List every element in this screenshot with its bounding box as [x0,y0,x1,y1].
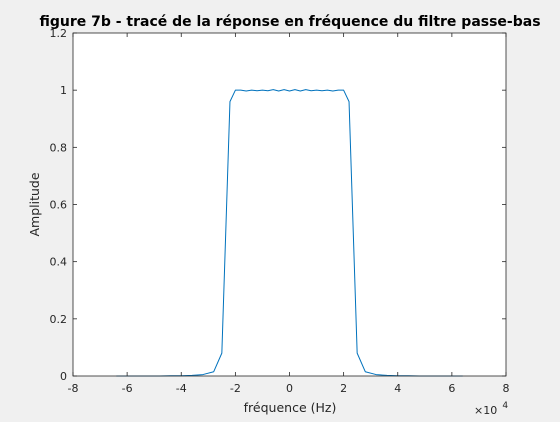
x-tick-label: 4 [394,382,401,395]
y-tick-label: 0.8 [50,141,68,154]
x-tick-label: 6 [448,382,455,395]
x-tick-label: 0 [286,382,293,395]
y-axis-label: Amplitude [27,172,42,236]
x-axis-exponent-base: ×10 [474,404,497,417]
x-tick-label: -8 [68,382,79,395]
y-tick-label: 0 [60,370,67,383]
y-tick-label: 0.4 [50,256,68,269]
x-tick-label: -2 [230,382,241,395]
y-tick-label: 1.2 [50,27,68,40]
x-tick-label: -6 [122,382,133,395]
x-axis-exponent-power: 4 [502,401,508,411]
plot-layer [116,89,463,377]
series-line-0 [116,89,463,377]
x-axis-label: fréquence (Hz) [244,400,337,415]
chart-title: figure 7b - tracé de la réponse en fréqu… [39,14,540,30]
y-tick-label: 0.2 [50,313,68,326]
x-axis-exponent: ×10 4 [474,399,508,418]
plot-area [73,33,506,376]
ticks-layer: -8 -6 -4 -2 0 2 4 6 8 0 0.2 0.4 0.6 0.8 1 1.2 [50,27,510,395]
x-tick-label: -4 [176,382,187,395]
x-tick-label: 2 [340,382,347,395]
y-tick-label: 1 [60,84,67,97]
y-tick-label: 0.6 [50,199,68,212]
x-tick-label: 8 [503,382,510,395]
